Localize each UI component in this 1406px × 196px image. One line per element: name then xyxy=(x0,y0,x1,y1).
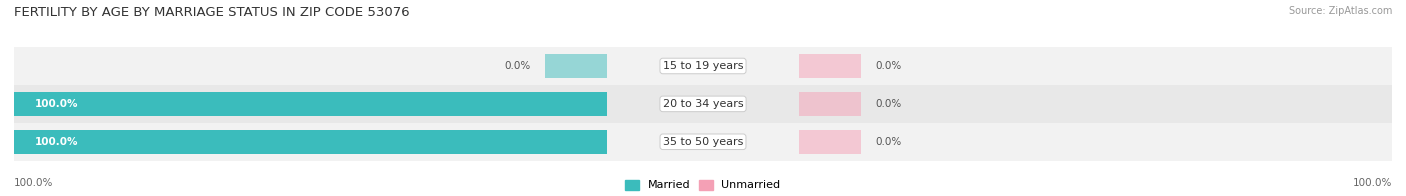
Bar xyxy=(14,47,1392,85)
Bar xyxy=(14,130,606,153)
Text: 100.0%: 100.0% xyxy=(1353,178,1392,188)
Text: 100.0%: 100.0% xyxy=(35,99,79,109)
Bar xyxy=(800,92,862,116)
Text: 100.0%: 100.0% xyxy=(35,137,79,147)
Text: 100.0%: 100.0% xyxy=(14,178,53,188)
Text: 15 to 19 years: 15 to 19 years xyxy=(662,61,744,71)
Bar xyxy=(800,130,862,153)
Bar xyxy=(14,123,1392,161)
Bar xyxy=(14,92,606,116)
Bar xyxy=(800,54,862,78)
Text: Source: ZipAtlas.com: Source: ZipAtlas.com xyxy=(1288,6,1392,16)
Legend: Married, Unmarried: Married, Unmarried xyxy=(626,180,780,191)
Bar xyxy=(14,85,1392,123)
Text: 0.0%: 0.0% xyxy=(505,61,531,71)
Text: 35 to 50 years: 35 to 50 years xyxy=(662,137,744,147)
Text: 20 to 34 years: 20 to 34 years xyxy=(662,99,744,109)
Text: 0.0%: 0.0% xyxy=(876,99,901,109)
Bar xyxy=(544,54,606,78)
Text: FERTILITY BY AGE BY MARRIAGE STATUS IN ZIP CODE 53076: FERTILITY BY AGE BY MARRIAGE STATUS IN Z… xyxy=(14,6,409,19)
Text: 0.0%: 0.0% xyxy=(876,61,901,71)
Text: 0.0%: 0.0% xyxy=(876,137,901,147)
